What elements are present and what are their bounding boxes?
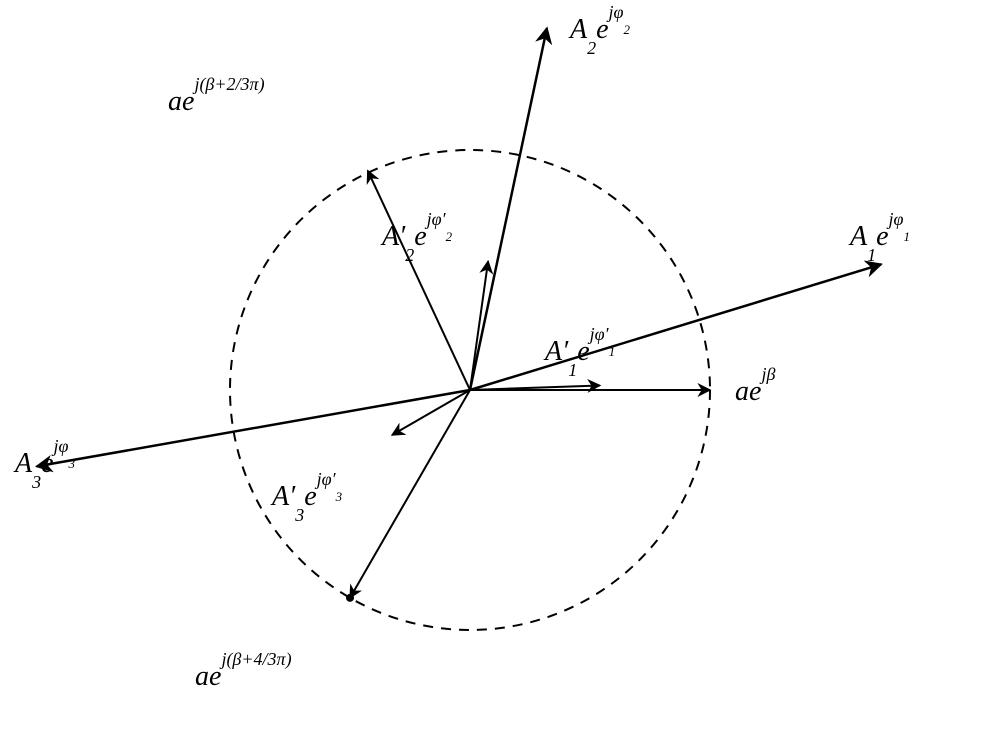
label-A1: A1ejφ1 (848, 209, 910, 265)
label-a_beta_240: aej(β+4/3π) (195, 649, 292, 692)
vector-A2 (470, 28, 547, 390)
phasor-diagram: A1ejφ1 A2ejφ2 A3ejφ3 A′1ejφ′1 A′2ejφ′2 A′3ejφ… (0, 0, 1000, 739)
labels-group: A1ejφ1 A2ejφ2 A3ejφ3 A′1ejφ′1 A′2ejφ′2 A′3ejφ… (13, 2, 910, 692)
label-a_beta: aejβ (735, 364, 775, 407)
vector-a_beta_240 (350, 390, 470, 598)
label-A1prime: A′1ejφ′1 (543, 324, 615, 380)
label-A3prime: A′3ejφ′3 (270, 469, 343, 525)
vector-endpoint-dot (346, 594, 354, 602)
label-A2: A2ejφ2 (568, 2, 631, 58)
vectors-group (37, 28, 882, 602)
vector-A2prime (470, 261, 488, 390)
vector-A1 (470, 264, 881, 390)
label-A2prime: A′2ejφ′2 (380, 209, 453, 265)
vector-a_beta_120 (368, 171, 470, 390)
label-a_beta_120: aej(β+2/3π) (168, 74, 265, 117)
label-A3: A3ejφ3 (13, 436, 76, 492)
